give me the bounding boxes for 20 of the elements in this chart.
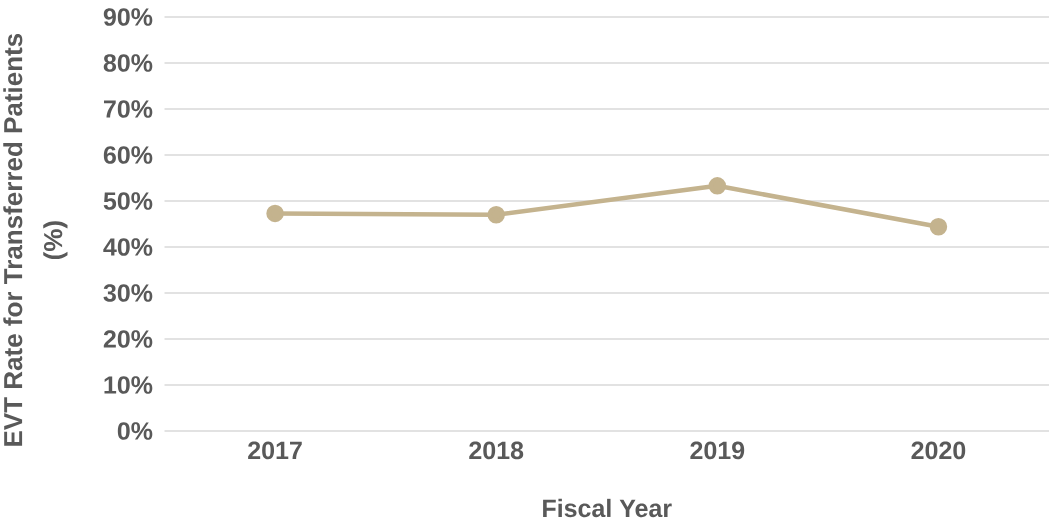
y-tick-label: 30% — [103, 284, 153, 302]
y-tick-label: 60% — [103, 146, 153, 164]
point — [708, 177, 727, 195]
point — [929, 218, 948, 236]
y-tick-label: 40% — [103, 238, 153, 256]
x-axis-title: Fiscal Year — [543, 498, 672, 518]
y-axis-title: EVT Rate for Transferred Patients (%) — [3, 33, 68, 446]
y-tick-label: 20% — [103, 330, 153, 348]
y-tick-label: 90% — [103, 8, 153, 26]
y-tick-label: 70% — [104, 100, 153, 118]
y-tick-label: 0% — [117, 422, 153, 440]
y-tick-label: 50% — [103, 192, 153, 210]
x-tick-label: 2018 — [469, 441, 524, 460]
point — [266, 204, 284, 223]
point — [487, 206, 505, 224]
x-tick-label: 2019 — [690, 441, 745, 460]
y-tick-label: 80% — [103, 54, 153, 72]
x-tick-label: 2017 — [248, 441, 302, 460]
x-tick-label: 2020 — [911, 441, 966, 460]
y-tick-label: 10% — [104, 376, 153, 394]
